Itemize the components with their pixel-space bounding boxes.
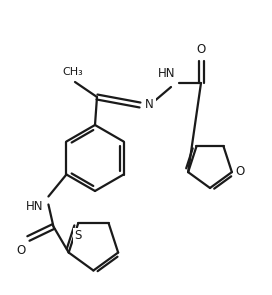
Text: HN: HN bbox=[26, 201, 44, 214]
Text: N: N bbox=[145, 99, 154, 112]
Text: HN: HN bbox=[158, 67, 176, 80]
Text: O: O bbox=[16, 243, 25, 256]
Text: CH₃: CH₃ bbox=[63, 67, 84, 77]
Text: O: O bbox=[196, 43, 206, 56]
Text: O: O bbox=[236, 165, 245, 178]
Text: S: S bbox=[75, 230, 82, 242]
